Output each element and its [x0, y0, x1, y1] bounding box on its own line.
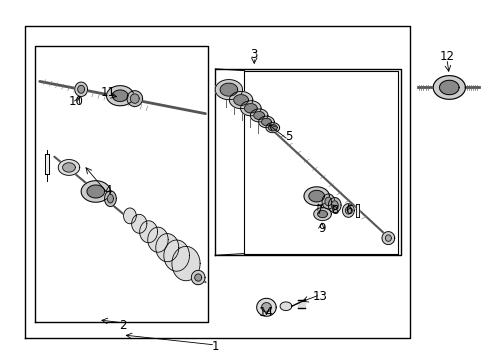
- Text: 9: 9: [317, 222, 325, 235]
- Polygon shape: [194, 274, 201, 281]
- Polygon shape: [156, 234, 179, 262]
- Polygon shape: [298, 300, 305, 308]
- Polygon shape: [261, 118, 271, 126]
- Polygon shape: [355, 204, 358, 217]
- Polygon shape: [304, 187, 329, 206]
- Polygon shape: [258, 116, 274, 128]
- Polygon shape: [62, 163, 75, 172]
- Polygon shape: [325, 197, 331, 206]
- Polygon shape: [439, 80, 458, 95]
- Polygon shape: [140, 221, 157, 243]
- Polygon shape: [78, 85, 84, 93]
- Polygon shape: [58, 159, 80, 175]
- Polygon shape: [191, 270, 204, 285]
- Polygon shape: [240, 101, 261, 116]
- Polygon shape: [107, 194, 113, 203]
- Text: 11: 11: [100, 86, 115, 99]
- Text: 6: 6: [345, 204, 352, 217]
- Polygon shape: [432, 76, 465, 99]
- Polygon shape: [229, 91, 252, 109]
- Text: 5: 5: [284, 130, 291, 144]
- Polygon shape: [147, 227, 168, 252]
- Polygon shape: [317, 211, 327, 218]
- Polygon shape: [44, 154, 49, 174]
- Polygon shape: [385, 235, 390, 241]
- Polygon shape: [87, 185, 104, 198]
- Polygon shape: [328, 198, 340, 213]
- Polygon shape: [265, 123, 279, 133]
- Polygon shape: [268, 125, 277, 131]
- Polygon shape: [322, 194, 334, 209]
- Polygon shape: [215, 80, 242, 100]
- Text: 12: 12: [438, 50, 453, 63]
- Polygon shape: [345, 207, 350, 214]
- Polygon shape: [261, 303, 271, 312]
- Text: 14: 14: [259, 306, 273, 319]
- Polygon shape: [244, 104, 257, 113]
- Polygon shape: [342, 204, 353, 217]
- Polygon shape: [75, 82, 87, 96]
- Polygon shape: [313, 208, 330, 221]
- Text: 10: 10: [69, 95, 83, 108]
- Polygon shape: [130, 94, 139, 103]
- Polygon shape: [106, 86, 134, 106]
- Polygon shape: [163, 240, 189, 271]
- Polygon shape: [81, 181, 110, 202]
- Polygon shape: [308, 190, 324, 202]
- Polygon shape: [127, 91, 142, 107]
- Polygon shape: [233, 95, 248, 105]
- Text: 3: 3: [250, 48, 257, 61]
- Text: 8: 8: [330, 204, 338, 217]
- Polygon shape: [381, 231, 394, 244]
- Polygon shape: [253, 112, 264, 120]
- Polygon shape: [250, 109, 267, 122]
- Polygon shape: [123, 208, 136, 224]
- Polygon shape: [220, 83, 237, 96]
- Polygon shape: [331, 201, 337, 210]
- Text: 1: 1: [211, 340, 219, 353]
- Text: 2: 2: [119, 319, 126, 332]
- Polygon shape: [280, 302, 291, 311]
- Polygon shape: [172, 246, 200, 281]
- Text: 4: 4: [104, 184, 111, 197]
- Text: 7: 7: [316, 204, 323, 217]
- Polygon shape: [256, 298, 276, 316]
- Polygon shape: [131, 215, 146, 233]
- Text: 13: 13: [312, 290, 327, 303]
- Polygon shape: [104, 191, 116, 207]
- Polygon shape: [112, 90, 128, 102]
